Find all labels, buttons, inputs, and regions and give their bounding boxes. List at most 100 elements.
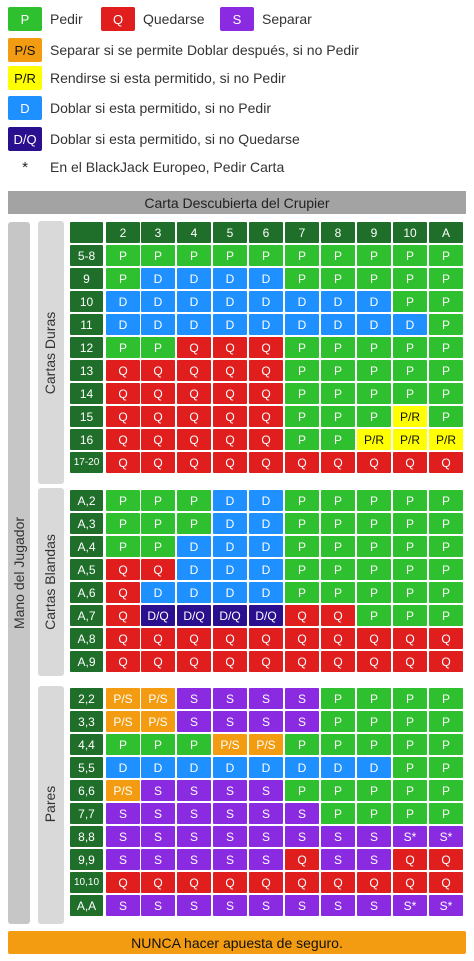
cell-11-vs-7: D (285, 314, 319, 335)
cell-9-9-vs-3: S (141, 849, 175, 870)
hand-label-9: 9 (70, 268, 103, 289)
cell-a-5-vs-3: Q (141, 559, 175, 580)
cell-16-vs-5: Q (213, 429, 247, 450)
cell-a-9-vs-5: Q (213, 651, 247, 672)
cell-10-vs-6: D (249, 291, 283, 312)
hand-label-8-8: 8,8 (70, 826, 103, 847)
footer-insurance-note: NUNCA hacer apuesta de seguro. (8, 931, 466, 954)
cell-a-6-vs-9: P (357, 582, 391, 603)
cell-10-10-vs-3: Q (141, 872, 175, 893)
legend-label-star: En el BlackJack Europeo, Pedir Carta (50, 159, 285, 175)
cell-6-6-vs-10: P (393, 780, 427, 801)
cell-5-8-vs-4: P (177, 245, 211, 266)
cell-14-vs-9: P (357, 383, 391, 404)
cell-5-5-vs-6: D (249, 757, 283, 778)
cell-11-vs-5: D (213, 314, 247, 335)
cell-a-6-vs-4: D (177, 582, 211, 603)
cell-12-vs-4: Q (177, 337, 211, 358)
cell-2-2-vs-6: S (249, 688, 283, 709)
cell-7-7-vs-6: S (249, 803, 283, 824)
cell-5-8-vs-6: P (249, 245, 283, 266)
cell-17-20-vs-7: Q (285, 452, 319, 473)
cell-2-2-vs-4: S (177, 688, 211, 709)
cell-2-2-vs-7: S (285, 688, 319, 709)
cell-2-2-vs-10: P (393, 688, 427, 709)
cell-a-a-vs-5: S (213, 895, 247, 916)
cell-6-6-vs-a: P (429, 780, 463, 801)
cell-a-7-vs-8: Q (321, 605, 355, 626)
cell-4-4-vs-10: P (393, 734, 427, 755)
hand-label-a-6: A,6 (70, 582, 103, 603)
cell-7-7-vs-8: P (321, 803, 355, 824)
cell-9-9-vs-2: S (106, 849, 140, 870)
cell-a-a-vs-2: S (106, 895, 140, 916)
cell-a-4-vs-7: P (285, 536, 319, 557)
cell-a-5-vs-7: P (285, 559, 319, 580)
cell-a-3-vs-8: P (321, 513, 355, 534)
cell-3-3-vs-10: P (393, 711, 427, 732)
section-panel-soft (38, 488, 64, 676)
cell-a-5-vs-4: D (177, 559, 211, 580)
cell-8-8-vs-5: S (213, 826, 247, 847)
cell-11-vs-a: P (429, 314, 463, 335)
cell-a-9-vs-8: Q (321, 651, 355, 672)
cell-10-vs-7: D (285, 291, 319, 312)
cell-9-9-vs-9: S (357, 849, 391, 870)
cell-13-vs-6: Q (249, 360, 283, 381)
cell-8-8-vs-6: S (249, 826, 283, 847)
cell-13-vs-5: Q (213, 360, 247, 381)
cell-17-20-vs-8: Q (321, 452, 355, 473)
cell-10-10-vs-6: Q (249, 872, 283, 893)
legend-item-pedir: P Pedir (8, 7, 83, 31)
hand-label-6-6: 6,6 (70, 780, 103, 801)
cell-9-9-vs-6: S (249, 849, 283, 870)
cell-a-3-vs-6: D (249, 513, 283, 534)
cell-4-4-vs-8: P (321, 734, 355, 755)
cell-10-10-vs-5: Q (213, 872, 247, 893)
cell-14-vs-8: P (321, 383, 355, 404)
legend-item-d: D Doblar si esta permitido, si no Pedir (8, 96, 271, 120)
cell-a-5-vs-6: D (249, 559, 283, 580)
cell-2-2-vs-a: P (429, 688, 463, 709)
cell-a-2-vs-5: D (213, 490, 247, 511)
cell-10-vs-9: D (357, 291, 391, 312)
cell-a-6-vs-3: D (141, 582, 175, 603)
cell-15-vs-7: P (285, 406, 319, 427)
cell-9-9-vs-4: S (177, 849, 211, 870)
cell-a-2-vs-2: P (106, 490, 140, 511)
cell-16-vs-6: Q (249, 429, 283, 450)
cell-a-3-vs-a: P (429, 513, 463, 534)
hand-label-17-20: 17-20 (70, 452, 103, 473)
cell-9-vs-8: P (321, 268, 355, 289)
cell-7-7-vs-9: P (357, 803, 391, 824)
cell-4-4-vs-4: P (177, 734, 211, 755)
cell-a-8-vs-7: Q (285, 628, 319, 649)
hand-label-a-8: A,8 (70, 628, 103, 649)
cell-a-9-vs-9: Q (357, 651, 391, 672)
cell-a-8-vs-2: Q (106, 628, 140, 649)
cell-a-2-vs-3: P (141, 490, 175, 511)
hand-label-14: 14 (70, 383, 103, 404)
hand-label-a-2: A,2 (70, 490, 103, 511)
legend-item-separar: S Separar (220, 7, 312, 31)
cell-10-10-vs-8: Q (321, 872, 355, 893)
dealer-card-10: 10 (393, 222, 427, 243)
cell-a-7-vs-a: P (429, 605, 463, 626)
cell-13-vs-9: P (357, 360, 391, 381)
cell-10-vs-8: D (321, 291, 355, 312)
cell-a-3-vs-3: P (141, 513, 175, 534)
cell-6-6-vs-2: P/S (106, 780, 140, 801)
cell-12-vs-5: Q (213, 337, 247, 358)
cell-10-10-vs-2: Q (106, 872, 140, 893)
cell-a-4-vs-3: P (141, 536, 175, 557)
cell-a-7-vs-10: P (393, 605, 427, 626)
cell-17-20-vs-4: Q (177, 452, 211, 473)
cell-5-5-vs-10: P (393, 757, 427, 778)
cell-a-3-vs-10: P (393, 513, 427, 534)
cell-a-2-vs-9: P (357, 490, 391, 511)
cell-7-7-vs-4: S (177, 803, 211, 824)
cell-10-10-vs-4: Q (177, 872, 211, 893)
cell-a-9-vs-6: Q (249, 651, 283, 672)
cell-14-vs-7: P (285, 383, 319, 404)
cell-a-6-vs-6: D (249, 582, 283, 603)
